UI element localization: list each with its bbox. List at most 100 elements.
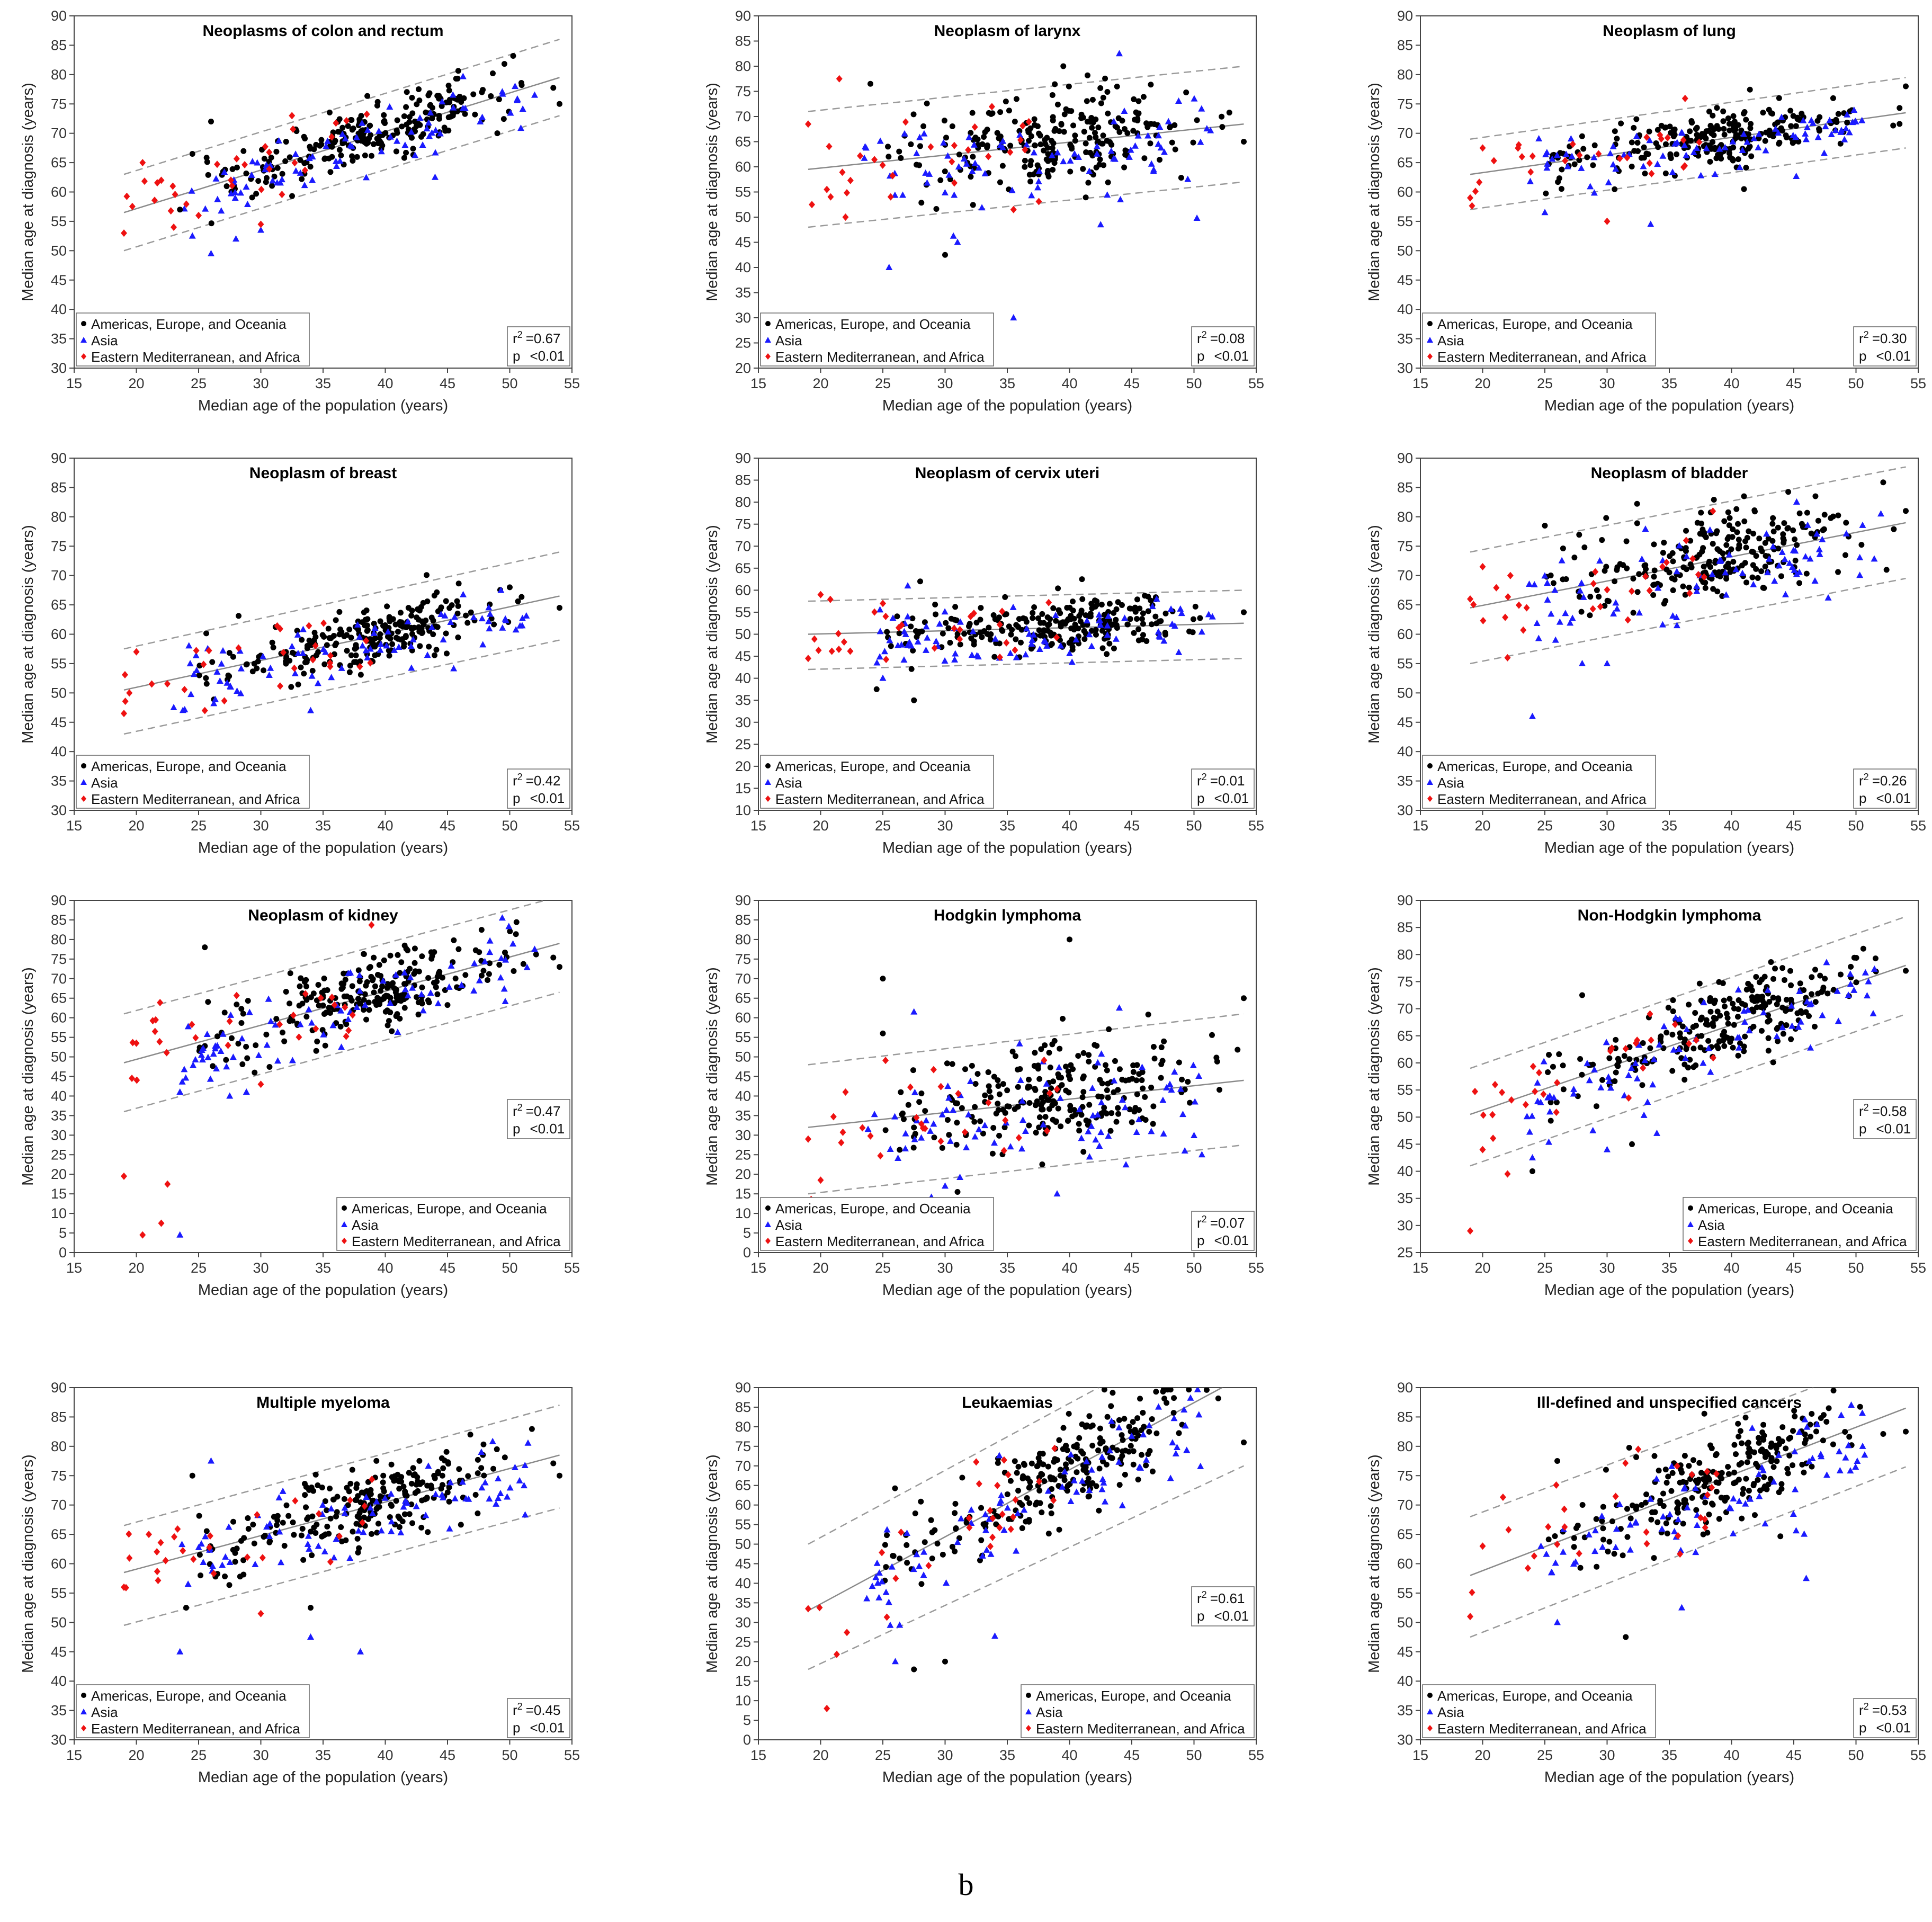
data-point-asia (259, 652, 266, 659)
legend-label: Americas, Europe, and Oceania (91, 1688, 287, 1704)
x-tick-label: 55 (1910, 376, 1926, 391)
data-point-asia (1550, 1094, 1558, 1101)
data-point-asia (1638, 555, 1645, 562)
data-point-asia (459, 73, 467, 79)
data-point-americas (368, 153, 374, 159)
data-point-americas (1587, 594, 1594, 600)
data-point-americas (443, 630, 449, 637)
data-point-americas (1049, 92, 1056, 98)
data-point-americas (1055, 585, 1061, 592)
data-point-americas (333, 1513, 339, 1519)
data-point-americas (1187, 1099, 1193, 1106)
y-tick-label: 10 (51, 1205, 67, 1221)
data-point-americas (1634, 139, 1641, 146)
x-axis-label: Median age of the population (years) (1544, 397, 1794, 414)
data-point-asia (922, 646, 929, 653)
data-point-asia (1170, 1415, 1178, 1422)
data-point-asia (968, 1506, 975, 1513)
data-point-americas (1550, 580, 1557, 586)
data-point-asia (1089, 1084, 1096, 1091)
data-point-americas (1577, 1565, 1584, 1571)
data-point-americas (381, 957, 387, 963)
data-point-asia (1545, 1138, 1552, 1145)
y-tick-label: 65 (735, 1478, 751, 1494)
data-point-asia (346, 1554, 354, 1561)
legend-marker-asia (80, 779, 87, 785)
data-point-asia (297, 169, 304, 176)
data-point-asia (422, 1512, 430, 1518)
data-point-asia (445, 983, 453, 990)
data-point-americas (1736, 1433, 1742, 1440)
data-point-americas (952, 1548, 958, 1554)
data-point-americas (909, 615, 916, 622)
data-point-asia (366, 645, 374, 652)
data-point-americas (1074, 1469, 1080, 1476)
data-point-americas (904, 1542, 910, 1548)
data-point-americas (313, 141, 319, 148)
p-value-label: p <0.01 (1197, 790, 1249, 806)
data-point-americas (1063, 1486, 1069, 1492)
data-point-asia (1133, 1128, 1140, 1135)
x-tick-label: 45 (1124, 376, 1140, 391)
x-tick-label: 40 (1723, 1260, 1739, 1276)
data-point-americas (1731, 1469, 1738, 1476)
data-point-americas (338, 1524, 344, 1531)
y-tick-label: 40 (1397, 1164, 1413, 1179)
data-point-asia (1736, 1034, 1743, 1041)
data-point-emafrica (828, 647, 835, 655)
y-tick-label: 75 (1397, 538, 1413, 554)
data-point-asia (200, 1044, 207, 1051)
data-point-americas (494, 130, 500, 137)
data-point-asia (485, 604, 493, 611)
data-point-asia (891, 1113, 899, 1120)
data-point-americas (446, 605, 453, 611)
data-point-emafrica (1659, 563, 1666, 571)
data-point-americas (463, 612, 469, 619)
data-point-americas (1680, 564, 1687, 570)
data-point-asia (1140, 1431, 1147, 1437)
x-tick-label: 45 (1786, 818, 1802, 834)
data-point-americas (226, 650, 232, 656)
data-point-americas (1100, 132, 1106, 139)
y-tick-label: 85 (51, 912, 67, 928)
data-point-emafrica (156, 1038, 163, 1045)
data-point-asia (1705, 1044, 1712, 1051)
data-point-americas (183, 1605, 189, 1611)
y-tick-label: 45 (51, 272, 67, 288)
data-point-emafrica (1624, 154, 1631, 162)
data-point-americas (1599, 1077, 1606, 1083)
data-point-americas (1056, 1437, 1062, 1443)
data-point-americas (1717, 1013, 1723, 1019)
data-point-asia (1791, 566, 1798, 573)
data-point-americas (1636, 571, 1642, 577)
data-point-americas (1662, 170, 1669, 176)
data-point-americas (478, 1465, 485, 1471)
chart-title: Multiple myeloma (256, 1394, 390, 1411)
data-point-asia (190, 671, 198, 677)
data-point-asia (359, 119, 366, 126)
data-point-americas (397, 1015, 403, 1022)
data-point-americas (1560, 545, 1566, 551)
data-point-americas (1157, 157, 1163, 163)
data-point-americas (1633, 1454, 1640, 1460)
y-tick-label: 55 (735, 1030, 751, 1045)
data-point-americas (1651, 1555, 1657, 1561)
data-point-asia (446, 1525, 453, 1532)
data-point-asia (401, 969, 408, 976)
y-tick-label: 0 (743, 1732, 751, 1748)
data-point-asia (498, 88, 506, 95)
data-point-americas (1092, 603, 1098, 610)
data-point-americas (1654, 127, 1661, 133)
x-tick-label: 30 (1599, 1260, 1615, 1276)
data-point-asia (1590, 189, 1598, 196)
data-point-asia (1541, 572, 1549, 579)
y-tick-label: 45 (735, 1069, 751, 1085)
data-point-emafrica (887, 193, 894, 201)
data-point-asia (1166, 1080, 1174, 1087)
data-point-americas (1761, 1474, 1767, 1480)
data-point-asia (344, 1015, 352, 1022)
data-point-emafrica (291, 664, 298, 672)
regression-line (1470, 1407, 1906, 1576)
data-point-americas (1710, 1023, 1716, 1029)
data-point-emafrica (1043, 1127, 1050, 1135)
